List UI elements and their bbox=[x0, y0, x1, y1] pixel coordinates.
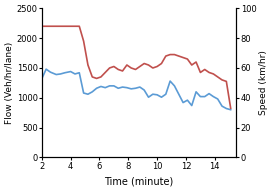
X-axis label: Time (minute): Time (minute) bbox=[105, 176, 174, 186]
Y-axis label: Speed (km/hr): Speed (km/hr) bbox=[259, 50, 268, 115]
Y-axis label: Flow (Veh/hr/lane): Flow (Veh/hr/lane) bbox=[5, 42, 14, 124]
